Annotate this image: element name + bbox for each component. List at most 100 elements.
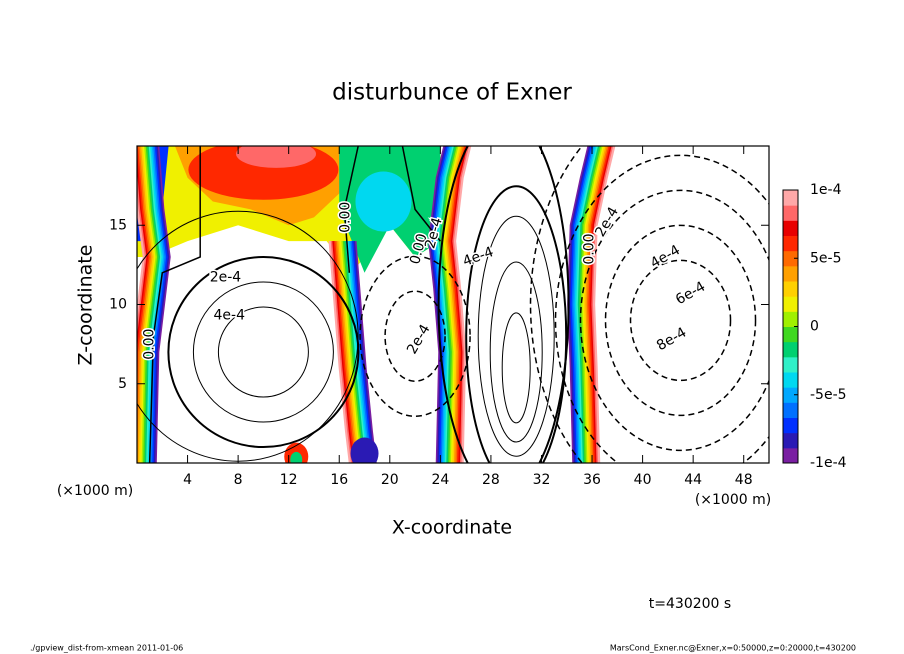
field-front xyxy=(333,241,356,463)
contour-label: 4e-4 xyxy=(461,244,496,270)
x-tick-label: 4 xyxy=(183,472,192,488)
colorbar-swatch xyxy=(783,341,798,358)
contour-label: 0.00 xyxy=(582,233,598,264)
field-front xyxy=(140,146,158,463)
field-front xyxy=(577,146,601,463)
contour-line xyxy=(192,281,334,423)
field-front xyxy=(137,146,153,463)
contour-label: 4e-4 xyxy=(648,242,683,272)
field-front xyxy=(441,146,460,463)
contour-label: 6e-4 xyxy=(673,279,708,309)
contour-line xyxy=(489,261,543,443)
field-front xyxy=(586,146,610,463)
field-front xyxy=(568,146,592,463)
field-front xyxy=(438,146,457,463)
field-region xyxy=(236,146,317,168)
field-front xyxy=(137,146,152,463)
contours xyxy=(137,146,769,463)
x-tick-label: 44 xyxy=(684,472,702,488)
field-front xyxy=(589,146,613,463)
field-front xyxy=(143,146,161,463)
contour-line xyxy=(477,215,555,457)
field-front xyxy=(585,146,608,463)
contour-line xyxy=(167,256,360,449)
x-tick-label: 48 xyxy=(735,472,753,488)
contour-label: 8e-4 xyxy=(654,325,689,355)
contour-line xyxy=(604,224,757,417)
colorbar-swatch xyxy=(783,296,798,312)
contour-line xyxy=(465,185,568,463)
x-tick-label: 36 xyxy=(583,472,601,488)
field-front xyxy=(580,146,604,463)
field-front xyxy=(570,146,593,463)
field-front xyxy=(432,146,451,463)
colorbar-swatch xyxy=(783,417,798,434)
field-front xyxy=(443,146,461,463)
x-tick-label: 8 xyxy=(234,472,243,488)
colorbar-swatch xyxy=(783,432,798,449)
colorbar-swatch xyxy=(783,447,798,464)
y-tick-label: 5 xyxy=(118,376,127,392)
colorbar-swatch xyxy=(783,387,798,403)
field-front xyxy=(444,146,463,463)
contour-label: 2e-4 xyxy=(404,322,434,357)
field-front xyxy=(139,146,156,463)
field-front xyxy=(576,146,599,463)
field-front xyxy=(592,146,616,463)
x-tick-label: 12 xyxy=(280,472,298,488)
field-front xyxy=(583,146,607,463)
field-front xyxy=(573,146,596,463)
colorbar-swatch xyxy=(783,250,798,267)
colorbar-tick-label: -1e-4 xyxy=(810,455,847,471)
field-front xyxy=(440,146,458,463)
colorbar-swatch xyxy=(783,205,798,221)
x-tick-label: 24 xyxy=(431,472,449,488)
field-front xyxy=(137,189,145,324)
field-front xyxy=(434,146,452,463)
contour-label: 4e-4 xyxy=(214,308,246,324)
contour-line xyxy=(384,290,446,382)
contour-line xyxy=(579,189,769,452)
x-tick-label: 20 xyxy=(381,472,399,488)
time-label: t=430200 s xyxy=(649,596,731,612)
field-front xyxy=(452,146,470,463)
y-tick-label: 10 xyxy=(109,297,127,313)
contour-label: 0.00 xyxy=(142,329,158,360)
colorbar-tick-label: 1e-4 xyxy=(810,182,842,198)
footer-right: MarsCond_Exner.nc@Exner,x=0:50000,z=0:20… xyxy=(610,644,856,653)
field-front xyxy=(328,241,351,463)
x-unit: (×1000 m) xyxy=(57,483,133,499)
field-front xyxy=(450,146,469,463)
colorbar-swatch xyxy=(783,281,798,297)
colorbar-swatch xyxy=(783,356,798,373)
chart-title: disturbunce of Exner xyxy=(332,80,572,106)
colorbar-swatch xyxy=(783,372,798,388)
field-front xyxy=(137,170,147,336)
field-front xyxy=(579,146,602,463)
field-front xyxy=(582,146,605,463)
field-front xyxy=(591,146,614,463)
colorbar-swatch xyxy=(783,311,798,327)
field-region xyxy=(355,171,412,232)
contour-line xyxy=(437,146,570,463)
field-front xyxy=(331,241,354,463)
contour-line xyxy=(217,306,309,398)
colorbar-swatch xyxy=(783,220,798,236)
field-front xyxy=(334,241,358,463)
field-front xyxy=(429,146,447,463)
field-front xyxy=(142,146,159,463)
colorbar-swatch xyxy=(783,190,798,206)
contour-line xyxy=(343,146,359,273)
colorbar-swatch xyxy=(783,402,798,418)
field-front xyxy=(154,146,171,463)
field-front xyxy=(588,146,611,463)
colorbar-swatch xyxy=(783,265,798,282)
contour-label: 0.00 xyxy=(338,202,354,233)
colorbar-tick-label: 5e-5 xyxy=(810,250,841,266)
field-region xyxy=(290,451,303,463)
contour-label: 2e-4 xyxy=(210,270,242,286)
y-axis-label: Z-coordinate xyxy=(75,245,97,366)
field-front xyxy=(330,241,353,463)
field-front xyxy=(571,146,595,463)
